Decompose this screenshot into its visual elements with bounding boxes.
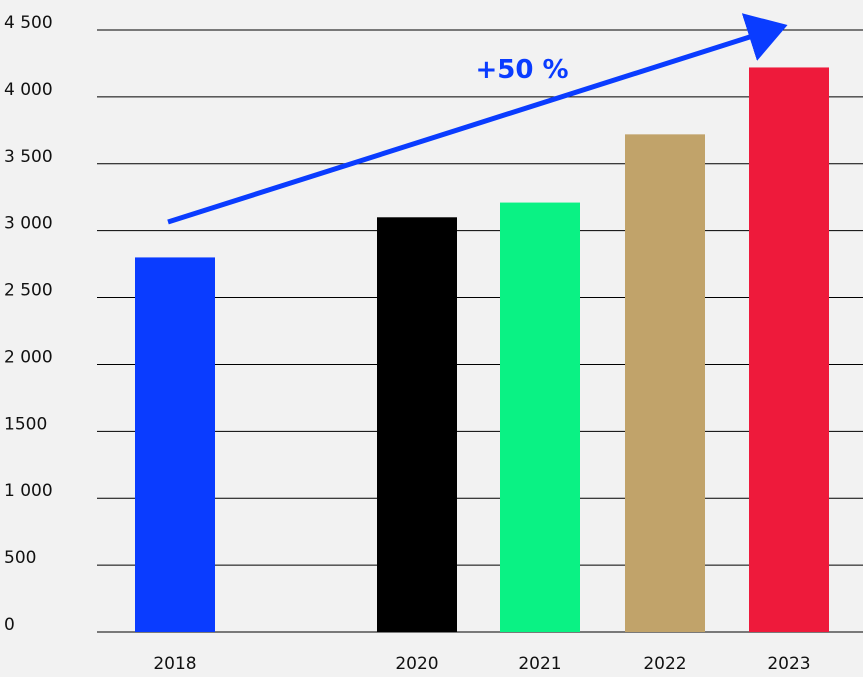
x-axis-tick-labels: 2018 2020 2021 2022 2023 [153, 654, 810, 674]
x-tick-label: 2020 [395, 654, 438, 674]
y-tick-label: 1 000 [4, 481, 53, 501]
trend-arrow [167, 13, 788, 225]
x-tick-label: 2023 [767, 654, 810, 674]
bar-2023 [749, 67, 829, 633]
bar-2022 [625, 134, 705, 632]
y-tick-label: 0 [4, 615, 15, 635]
growth-percentage-label: +50 % [475, 55, 568, 85]
y-axis-tick-labels: 0 500 1 000 1500 2 000 2 500 3 000 3 500 4 000 4 … [4, 13, 53, 635]
bars [135, 67, 829, 633]
y-tick-label: 4 500 [4, 13, 53, 33]
x-tick-label: 2021 [518, 654, 561, 674]
bar-2020 [377, 217, 457, 633]
x-tick-label: 2018 [153, 654, 196, 674]
gridlines [97, 29, 863, 633]
y-tick-label: 1500 [4, 414, 47, 434]
y-tick-label: 3 000 [4, 214, 53, 234]
bar-2021 [500, 202, 580, 632]
x-tick-label: 2022 [643, 654, 686, 674]
y-tick-label: 2 500 [4, 281, 53, 301]
growth-annotation: +50 % [167, 13, 788, 225]
y-tick-label: 2 000 [4, 347, 53, 367]
y-tick-label: 500 [4, 548, 36, 568]
y-tick-label: 4 000 [4, 80, 53, 100]
bar-2018 [135, 257, 215, 632]
y-tick-label: 3 500 [4, 147, 53, 167]
